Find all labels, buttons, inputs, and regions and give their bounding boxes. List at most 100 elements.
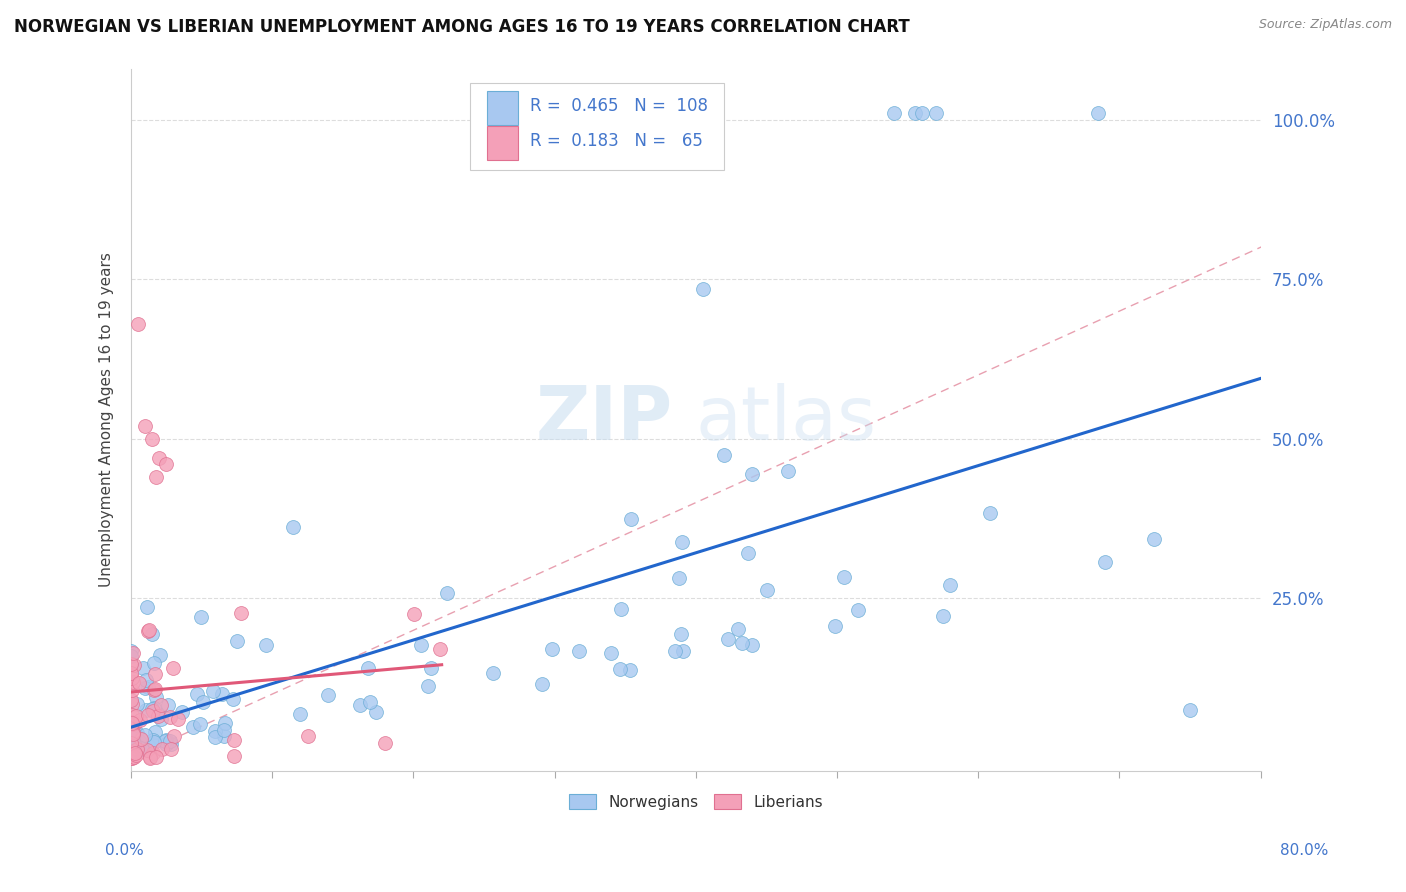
Point xyxy=(150,712,173,726)
Point xyxy=(120,751,142,765)
Point xyxy=(142,683,165,698)
Point xyxy=(120,736,142,750)
Point xyxy=(141,432,163,446)
Point xyxy=(124,747,146,761)
Point xyxy=(402,607,425,621)
Point xyxy=(134,681,156,695)
Point xyxy=(120,745,142,759)
Point xyxy=(201,683,224,698)
Point xyxy=(672,643,695,657)
Point xyxy=(163,729,186,743)
Point xyxy=(727,622,749,636)
Point xyxy=(717,632,740,646)
Point xyxy=(911,106,934,120)
Point xyxy=(150,698,173,712)
Point xyxy=(162,660,184,674)
Point xyxy=(222,691,245,706)
Point xyxy=(142,701,165,715)
Point xyxy=(979,506,1001,520)
Point xyxy=(776,464,799,478)
Point xyxy=(832,570,855,584)
Point xyxy=(125,748,148,763)
Point xyxy=(668,571,690,585)
Point xyxy=(359,695,381,709)
Point xyxy=(824,619,846,633)
Point xyxy=(142,704,165,718)
Point xyxy=(932,608,955,623)
Point xyxy=(436,586,458,600)
Point xyxy=(204,731,226,745)
Point xyxy=(122,646,145,660)
Point xyxy=(145,470,167,484)
Point xyxy=(374,737,396,751)
Point xyxy=(181,720,204,734)
Point xyxy=(122,749,145,764)
Text: 0.0%: 0.0% xyxy=(105,843,145,858)
Point xyxy=(155,458,177,472)
Point xyxy=(671,627,693,641)
Point xyxy=(170,705,193,719)
Point xyxy=(120,665,142,680)
Point xyxy=(122,657,145,672)
Point xyxy=(139,750,162,764)
Point xyxy=(191,695,214,709)
Point xyxy=(212,723,235,737)
Point xyxy=(692,282,714,296)
Point xyxy=(281,520,304,534)
Point xyxy=(160,737,183,751)
Point xyxy=(190,609,212,624)
Point xyxy=(142,732,165,747)
Point xyxy=(136,739,159,753)
Point xyxy=(120,648,142,663)
Point xyxy=(846,603,869,617)
Point xyxy=(254,638,277,652)
Point xyxy=(155,737,177,751)
Point xyxy=(609,662,631,676)
Point xyxy=(141,701,163,715)
Point xyxy=(122,725,145,739)
Point xyxy=(136,680,159,694)
Point xyxy=(121,748,143,763)
Point xyxy=(349,698,371,712)
Point xyxy=(411,638,433,652)
Point xyxy=(159,734,181,748)
Point xyxy=(925,106,948,120)
Point xyxy=(146,708,169,723)
Point xyxy=(160,742,183,756)
Point xyxy=(120,714,142,729)
Point xyxy=(134,728,156,742)
Point xyxy=(155,733,177,747)
Point xyxy=(599,647,621,661)
Point xyxy=(148,706,170,721)
Point xyxy=(145,750,167,764)
Point xyxy=(141,737,163,751)
Point xyxy=(120,747,142,761)
Point xyxy=(568,644,591,658)
Point xyxy=(121,726,143,740)
Point xyxy=(541,642,564,657)
Point xyxy=(1178,703,1201,717)
Point xyxy=(143,682,166,697)
Point xyxy=(121,671,143,685)
Point xyxy=(204,724,226,739)
Point xyxy=(138,750,160,764)
Point xyxy=(121,707,143,722)
Point xyxy=(135,673,157,687)
Point xyxy=(883,106,905,120)
Point xyxy=(157,698,180,713)
Point xyxy=(225,634,247,648)
Point xyxy=(737,546,759,560)
Point xyxy=(128,731,150,746)
Point xyxy=(122,675,145,690)
Text: ZIP: ZIP xyxy=(536,383,673,456)
Point xyxy=(121,726,143,740)
Point xyxy=(121,683,143,698)
Point xyxy=(214,716,236,731)
Text: atlas: atlas xyxy=(696,383,877,456)
Point xyxy=(121,747,143,761)
Point xyxy=(904,106,927,120)
Point xyxy=(142,746,165,760)
Point xyxy=(121,716,143,731)
Point xyxy=(124,732,146,747)
Point xyxy=(416,679,439,693)
